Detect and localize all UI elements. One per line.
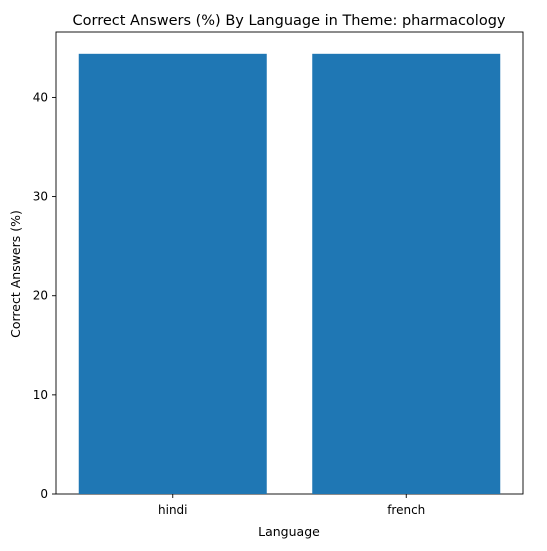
y-tick-label-40: 40: [33, 90, 48, 104]
y-tick-label-0: 0: [40, 487, 48, 501]
x-axis: hindi french: [158, 494, 425, 517]
x-tick-label-french: french: [387, 503, 425, 517]
bar-hindi: [78, 53, 267, 494]
y-tick-label-20: 20: [33, 289, 48, 303]
chart-title: Correct Answers (%) By Language in Theme…: [73, 13, 506, 29]
y-tick-label-10: 10: [33, 388, 48, 402]
plot-area: [55, 31, 524, 495]
bar-french: [312, 53, 501, 494]
y-axis: 0 10 20 30 40: [33, 90, 56, 501]
y-tick-label-30: 30: [33, 190, 48, 204]
x-axis-label: Language: [258, 524, 320, 539]
plot-frame: [55, 31, 524, 495]
bars: [78, 53, 501, 494]
y-axis-label: Correct Answers (%): [8, 210, 23, 338]
x-tick-label-hindi: hindi: [158, 503, 188, 517]
